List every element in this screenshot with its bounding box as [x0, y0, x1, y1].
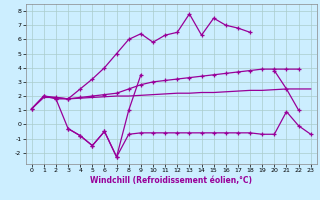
X-axis label: Windchill (Refroidissement éolien,°C): Windchill (Refroidissement éolien,°C) — [90, 176, 252, 185]
